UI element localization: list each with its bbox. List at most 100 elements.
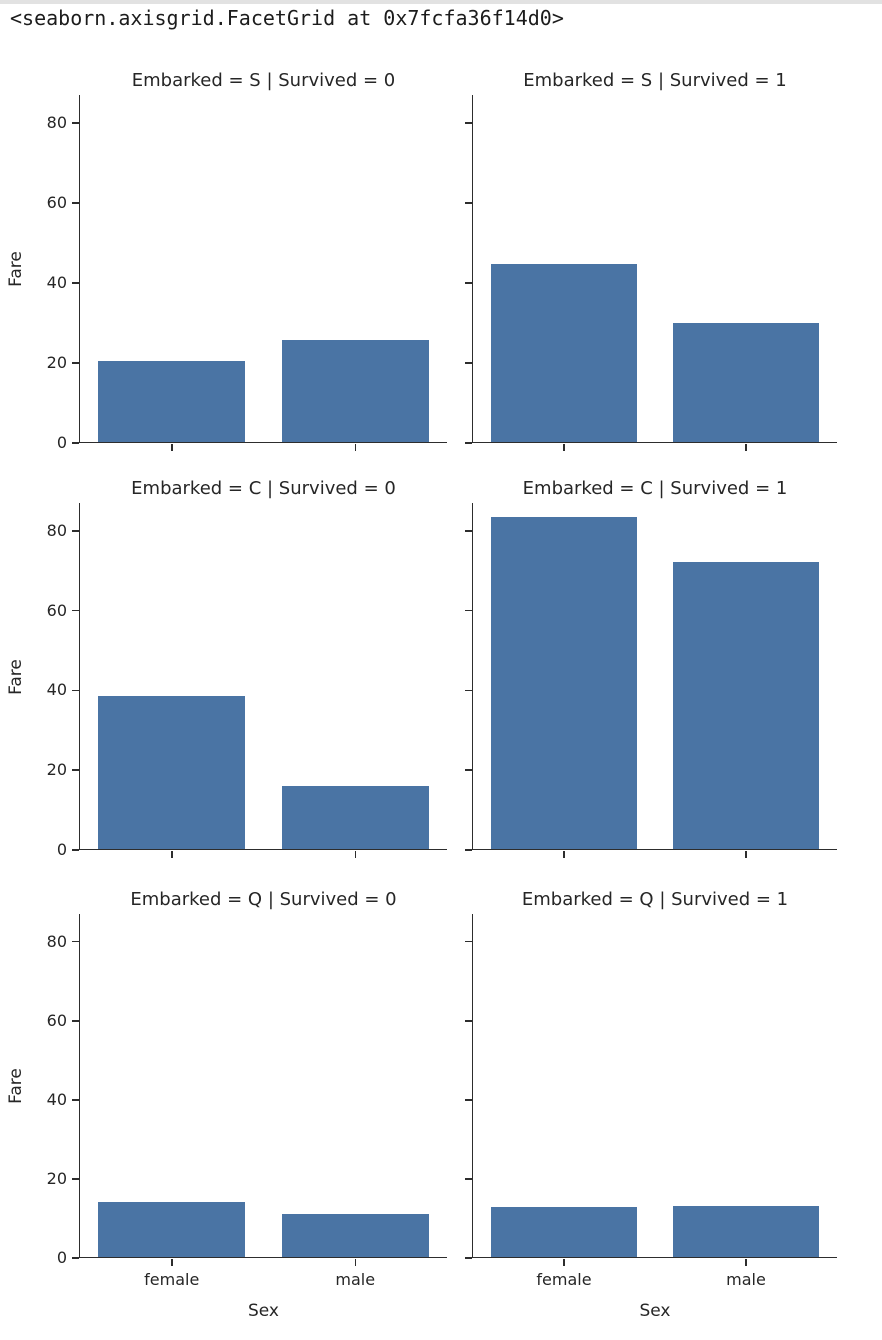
- y-tick-label: 0: [56, 433, 67, 452]
- bar-female: [98, 696, 246, 850]
- y-tick-mark: [71, 1257, 79, 1259]
- bar-male: [673, 322, 819, 443]
- y-tick-mark: [71, 202, 79, 204]
- y-tick-mark: [71, 282, 79, 284]
- y-tick-label: 60: [46, 1010, 67, 1030]
- x-tick-mark: [745, 444, 747, 451]
- y-tick-label: 40: [46, 680, 67, 700]
- x-axis-spine: [78, 1256, 447, 1258]
- facet-title: Embarked = S | Survived = 0: [131, 70, 396, 91]
- y-tick-mark: [464, 362, 472, 364]
- y-tick-label: 40: [46, 1089, 67, 1109]
- bar-male: [281, 339, 429, 443]
- y-tick-mark: [464, 1178, 472, 1180]
- y-tick-mark: [71, 442, 79, 444]
- x-axis-spine: [471, 441, 837, 443]
- y-tick-mark: [71, 689, 79, 692]
- bar-male: [281, 1214, 429, 1258]
- y-tick-label: 20: [46, 760, 67, 780]
- x-tick-mark: [354, 1259, 356, 1266]
- bar-female: [491, 264, 637, 443]
- bar-female: [491, 1206, 637, 1258]
- y-axis-spine: [78, 503, 80, 850]
- bar-female: [98, 361, 246, 443]
- x-axis-label: Sex: [639, 1301, 671, 1321]
- facet-title: Embarked = C | Survived = 0: [131, 478, 396, 499]
- x-tick-mark: [745, 851, 747, 858]
- y-tick-mark: [464, 442, 472, 444]
- x-tick-mark: [745, 1259, 747, 1266]
- y-tick-label: 0: [56, 840, 67, 859]
- y-axis-spine: [471, 95, 473, 443]
- y-tick-mark: [464, 1099, 472, 1101]
- facet-title: Embarked = Q | Survived = 1: [521, 889, 789, 910]
- x-axis-spine: [471, 1256, 837, 1258]
- x-tick-label: male: [726, 1270, 766, 1289]
- x-tick-label: female: [144, 1270, 200, 1289]
- y-tick-mark: [71, 849, 79, 851]
- y-tick-mark: [71, 362, 79, 364]
- y-tick-mark: [464, 202, 472, 204]
- x-tick-mark: [354, 851, 356, 858]
- y-tick-mark: [71, 940, 79, 943]
- bar-female: [98, 1202, 246, 1258]
- x-axis-label: Sex: [247, 1301, 279, 1321]
- x-axis-spine: [78, 441, 447, 443]
- facet-title: Embarked = C | Survived = 1: [522, 478, 788, 499]
- facet-title: Embarked = Q | Survived = 0: [130, 889, 397, 910]
- y-tick-label: 60: [46, 193, 67, 212]
- x-tick-mark: [354, 444, 356, 451]
- bar-female: [491, 516, 637, 850]
- y-tick-mark: [71, 530, 79, 532]
- y-axis-spine: [78, 95, 80, 443]
- y-tick-mark: [464, 609, 472, 612]
- window-top-border: [0, 0, 882, 4]
- y-axis-spine: [471, 914, 473, 1258]
- y-tick-label: 20: [46, 1168, 67, 1188]
- y-tick-label: 0: [56, 1248, 67, 1267]
- x-tick-mark: [563, 851, 565, 858]
- facetgrid-repr-text: <seaborn.axisgrid.FacetGrid at 0x7fcfa36…: [10, 6, 564, 30]
- y-tick-label: 80: [46, 931, 67, 951]
- y-axis-spine: [78, 914, 80, 1258]
- y-tick-label: 40: [46, 273, 67, 292]
- y-tick-mark: [71, 609, 79, 612]
- bar-male: [673, 562, 819, 850]
- y-tick-label: 80: [46, 113, 67, 132]
- y-tick-mark: [464, 689, 472, 692]
- y-tick-mark: [464, 940, 472, 943]
- x-tick-label: female: [536, 1270, 592, 1289]
- y-tick-label: 80: [46, 520, 67, 540]
- y-tick-label: 60: [46, 600, 67, 620]
- y-axis-spine: [471, 503, 473, 850]
- facet-title: Embarked = S | Survived = 1: [523, 70, 787, 91]
- bar-male: [281, 786, 429, 850]
- x-tick-label: male: [335, 1270, 376, 1289]
- bar-male: [673, 1205, 819, 1258]
- y-tick-mark: [71, 1178, 79, 1180]
- x-tick-mark: [171, 1259, 173, 1266]
- y-tick-mark: [464, 530, 472, 532]
- x-tick-mark: [563, 444, 565, 451]
- y-tick-mark: [71, 1099, 79, 1101]
- y-tick-label: 20: [46, 353, 67, 372]
- x-tick-mark: [171, 851, 173, 858]
- x-tick-mark: [563, 1259, 565, 1266]
- y-tick-mark: [71, 122, 79, 124]
- y-tick-mark: [464, 1020, 472, 1022]
- y-tick-mark: [464, 282, 472, 284]
- x-tick-mark: [171, 444, 173, 451]
- y-tick-mark: [464, 849, 472, 851]
- x-axis-spine: [78, 848, 447, 850]
- x-axis-spine: [471, 848, 837, 850]
- y-tick-mark: [464, 769, 472, 771]
- y-tick-mark: [464, 1257, 472, 1259]
